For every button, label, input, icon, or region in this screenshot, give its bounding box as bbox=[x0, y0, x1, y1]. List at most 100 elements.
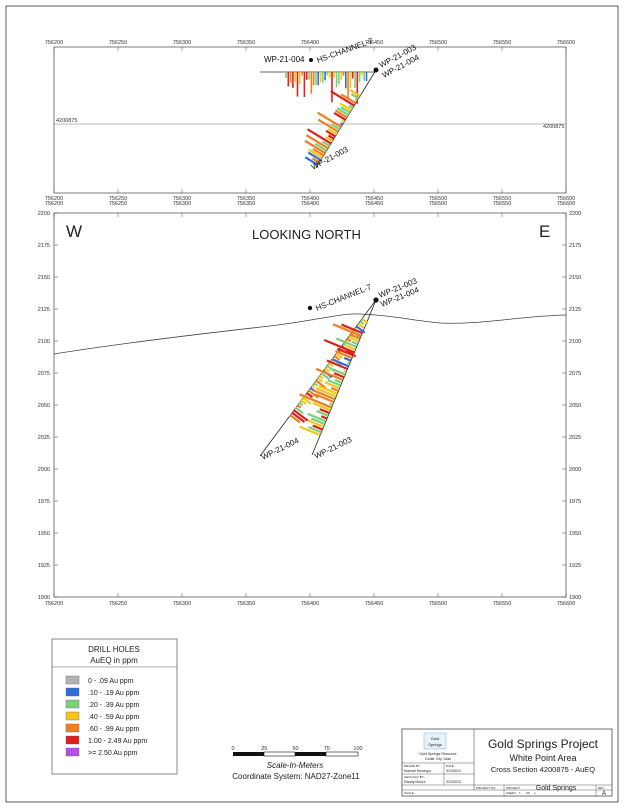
assay-bar bbox=[343, 369, 347, 373]
geology-by: Randy Moore bbox=[404, 780, 426, 784]
plan-x-tick-label-top: 756200 bbox=[45, 40, 63, 46]
east-label: E bbox=[539, 222, 550, 241]
assay-bar bbox=[307, 389, 320, 399]
section-y-tick-label-left: 1950 bbox=[38, 531, 50, 537]
assay-bar bbox=[298, 425, 321, 437]
assay-bar bbox=[307, 151, 322, 162]
plan-channel-collar bbox=[309, 58, 313, 62]
legend-title: DRILL HOLES bbox=[88, 645, 140, 654]
legend-swatch bbox=[65, 687, 80, 697]
section-y-tick-label-left: 2100 bbox=[38, 339, 50, 345]
assay-bar bbox=[334, 378, 342, 384]
assay-bar bbox=[317, 118, 339, 133]
section-x-tick-label-bottom: 756600 bbox=[557, 601, 575, 607]
assay-bar bbox=[316, 410, 329, 417]
plan-x-tick-label-bottom: 756400 bbox=[301, 196, 319, 202]
plan-x-ticks-bottom: 756200 756250 756300 756350 756400 756450 7565… bbox=[45, 189, 575, 202]
assay-bar bbox=[311, 157, 321, 164]
area-name: White Point Area bbox=[509, 753, 576, 763]
assay-bar bbox=[313, 382, 318, 387]
assay-bar bbox=[317, 111, 342, 128]
legend-swatch bbox=[65, 735, 80, 745]
assay-bar bbox=[352, 337, 360, 343]
assay-bar bbox=[333, 355, 341, 361]
assay-bar bbox=[357, 323, 365, 329]
plan-x-tick-label-top: 756250 bbox=[109, 40, 127, 46]
title-block: Gold Springs Gold Springs Resource Cedar… bbox=[401, 728, 613, 797]
scale-segment-1 bbox=[233, 752, 264, 756]
assay-bar bbox=[326, 359, 348, 370]
scale-tick-labels: 0 25 50 75 100 bbox=[231, 746, 362, 752]
assay-bar bbox=[330, 90, 355, 107]
plan-wp003-collar bbox=[373, 67, 379, 73]
section-y-tick-label-left: 1925 bbox=[38, 563, 50, 569]
logo-line-2: Springs bbox=[428, 742, 442, 747]
legend-swatch bbox=[65, 723, 80, 733]
plan-x-tick-label-top: 756450 bbox=[365, 40, 383, 46]
legend-subtitle: AuEQ in ppm bbox=[90, 656, 138, 665]
plan-x-ticks-top: 756200 756250 756300 756350 756400 756450 7565… bbox=[45, 40, 575, 51]
wp-collar bbox=[373, 297, 379, 303]
section-frame bbox=[53, 212, 567, 598]
plan-northing-label-left: 4200875 bbox=[56, 118, 77, 124]
west-label: W bbox=[66, 222, 82, 241]
plan-northing-label-right: 4200875 bbox=[543, 124, 564, 130]
scale-tick-label: 25 bbox=[261, 746, 267, 752]
logo-line-1: Gold bbox=[431, 736, 439, 741]
section-x-tick-label-top: 756450 bbox=[365, 201, 383, 207]
section-x-tick-label-bottom: 756200 bbox=[45, 601, 63, 607]
section-x-tick-label-top: 756200 bbox=[45, 201, 63, 207]
assay-bar bbox=[330, 387, 339, 392]
assay-bar bbox=[306, 128, 332, 145]
plan-x-tick-label-bottom: 756550 bbox=[493, 196, 511, 202]
section-y-tick-label-left: 2125 bbox=[38, 307, 50, 313]
assay-bar bbox=[317, 384, 338, 395]
section-x-tick-label-bottom: 756250 bbox=[109, 601, 127, 607]
section-y-tick-label-right: 2125 bbox=[569, 307, 581, 313]
legend-label: 1.00 - 2.49 Au ppm bbox=[88, 738, 147, 745]
assay-bar bbox=[305, 134, 329, 150]
legend-label: .10 - .19 Au ppm bbox=[88, 690, 140, 697]
scale-label: Scale-In-Meters bbox=[267, 761, 323, 770]
assay-bar bbox=[315, 367, 344, 381]
assay-bar bbox=[294, 406, 304, 415]
section-x-tick-label-bottom: 756400 bbox=[301, 601, 319, 607]
scale-tick-label: 100 bbox=[353, 746, 362, 752]
section-y-tick-label-right: 1900 bbox=[569, 595, 581, 601]
date-geology: 3/22/2022 bbox=[446, 780, 461, 784]
assay-bar bbox=[332, 323, 362, 337]
plan-wp003-trace bbox=[315, 69, 377, 169]
assay-bar bbox=[361, 318, 369, 325]
legend-label: 0 - .09 Au ppm bbox=[88, 678, 134, 685]
assay-bar bbox=[336, 107, 349, 116]
assay-bar bbox=[304, 139, 326, 155]
assay-bar bbox=[334, 350, 353, 359]
section-y-tick-label-right: 1950 bbox=[569, 531, 581, 537]
sheet-total: 1 bbox=[534, 791, 536, 795]
project-title: Gold Springs Project bbox=[488, 737, 599, 751]
company-location: Cedar City, Utah bbox=[425, 757, 451, 761]
section-x-tick-label-top: 756600 bbox=[557, 201, 575, 207]
assay-bar bbox=[327, 379, 341, 387]
assay-bar bbox=[334, 109, 348, 119]
assay-bar bbox=[340, 93, 357, 105]
assay-bar bbox=[329, 402, 333, 406]
assay-bar bbox=[339, 102, 352, 112]
scale-tick-label: 50 bbox=[292, 746, 298, 752]
assay-bar bbox=[348, 335, 354, 340]
scale-segment-4 bbox=[325, 751, 359, 757]
assay-bar bbox=[332, 358, 349, 368]
section-y-tick-label-right: 2025 bbox=[569, 435, 581, 441]
cross-section: 756200 756250 756300 756350 756400 756450 7565… bbox=[38, 201, 582, 607]
assay-bar bbox=[349, 333, 361, 340]
section-y-tick-label-right: 2200 bbox=[569, 211, 581, 217]
assay-bar bbox=[340, 106, 351, 114]
assay-bar bbox=[347, 361, 350, 365]
assay-bar bbox=[342, 342, 347, 346]
section-x-ticks-top: 756200 756250 756300 756350 756400 756450 7565… bbox=[45, 201, 575, 217]
assay-bar bbox=[300, 399, 307, 405]
section-y-tick-label-left: 2075 bbox=[38, 371, 50, 377]
drawn-by: Manuel Montoya bbox=[404, 769, 431, 773]
section-x-tick-label-bottom: 756550 bbox=[493, 601, 511, 607]
